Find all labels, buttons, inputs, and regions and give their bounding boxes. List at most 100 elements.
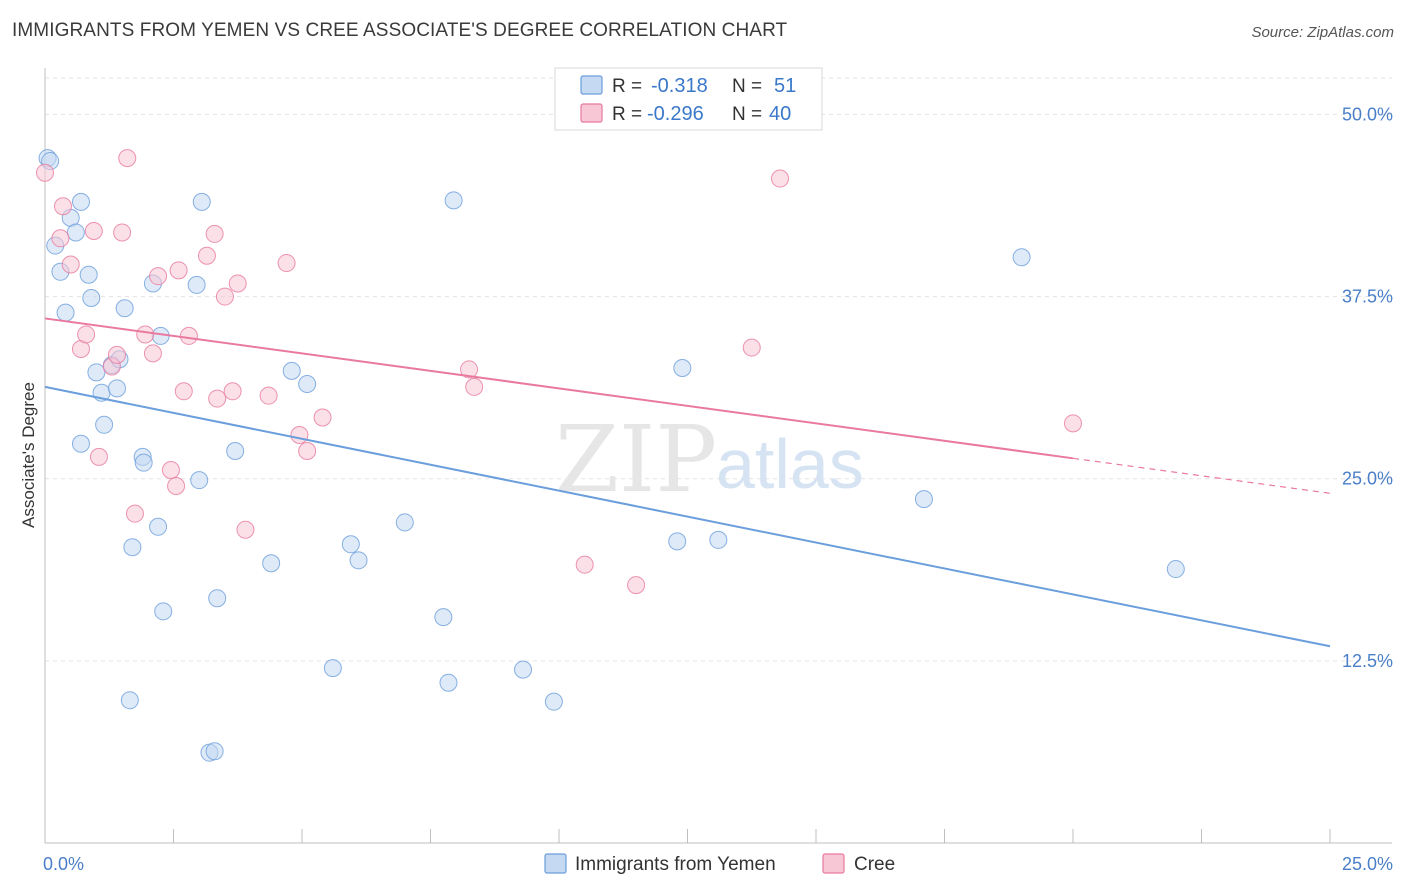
point-cree[interactable]: [575, 555, 594, 574]
y-tick-label: 12.5%: [1342, 651, 1393, 671]
point-yemen[interactable]: [1166, 560, 1185, 579]
point-yemen[interactable]: [134, 453, 153, 472]
point-yemen[interactable]: [349, 551, 368, 570]
y-tick-labels: 12.5% 25.0% 37.5% 50.0%: [1342, 104, 1393, 670]
point-yemen[interactable]: [673, 358, 692, 377]
x-tick-label: 25.0%: [1342, 854, 1393, 874]
point-cree[interactable]: [77, 325, 96, 344]
x-tick-label: 0.0%: [43, 854, 84, 874]
point-cree[interactable]: [179, 326, 198, 345]
point-yemen[interactable]: [79, 265, 98, 284]
point-cree[interactable]: [236, 520, 255, 539]
stats-n-value-cree: 40: [769, 103, 791, 125]
point-cree[interactable]: [36, 163, 54, 182]
stats-swatch-yemen: [580, 75, 603, 95]
point-cree[interactable]: [1064, 414, 1082, 433]
point-cree[interactable]: [84, 222, 103, 240]
point-cree[interactable]: [205, 224, 224, 243]
stats-n-label-cree: N =: [732, 104, 762, 125]
point-yemen[interactable]: [190, 471, 209, 490]
watermark-atlas: atlas: [716, 425, 864, 503]
point-yemen[interactable]: [123, 538, 142, 557]
point-yemen[interactable]: [149, 517, 168, 536]
point-cree[interactable]: [143, 344, 162, 363]
point-yemen[interactable]: [187, 275, 206, 294]
point-cree[interactable]: [215, 287, 234, 306]
point-cree[interactable]: [53, 197, 72, 216]
y-axis-label: Associate's Degree: [19, 382, 38, 528]
point-yemen[interactable]: [709, 530, 728, 549]
point-yemen[interactable]: [914, 490, 933, 509]
point-yemen[interactable]: [544, 692, 563, 711]
x-tick-labels: 0.0% 25.0%: [43, 854, 1393, 874]
point-cree[interactable]: [228, 274, 247, 293]
point-cree[interactable]: [460, 360, 479, 379]
point-yemen[interactable]: [439, 673, 458, 692]
point-yemen[interactable]: [56, 303, 75, 322]
legend-item-yemen[interactable]: Immigrants from Yemen: [544, 853, 776, 875]
point-yemen[interactable]: [1012, 248, 1031, 267]
point-yemen[interactable]: [514, 660, 533, 679]
point-cree[interactable]: [277, 254, 296, 273]
point-cree[interactable]: [161, 460, 180, 479]
source-credit: Source: ZipAtlas.com: [1251, 24, 1394, 41]
legend-label-yemen: Immigrants from Yemen: [575, 854, 776, 875]
point-yemen[interactable]: [668, 532, 687, 551]
point-yemen[interactable]: [71, 192, 90, 211]
stats-swatch-cree: [580, 103, 603, 123]
legend-label-cree: Cree: [854, 854, 895, 875]
point-yemen[interactable]: [95, 415, 114, 434]
point-yemen[interactable]: [120, 691, 139, 710]
point-cree[interactable]: [167, 477, 186, 495]
point-cree[interactable]: [51, 229, 70, 248]
point-yemen[interactable]: [82, 289, 101, 308]
point-cree[interactable]: [61, 255, 80, 274]
point-cree[interactable]: [771, 169, 790, 188]
chart-title: IMMIGRANTS FROM YEMEN VS CREE ASSOCIATE'…: [12, 20, 788, 41]
point-yemen[interactable]: [205, 742, 224, 761]
point-cree[interactable]: [313, 408, 332, 427]
point-yemen[interactable]: [298, 375, 317, 393]
point-cree[interactable]: [208, 389, 227, 408]
trend-line-cree: [44, 317, 1074, 460]
point-yemen[interactable]: [262, 554, 281, 573]
point-cree[interactable]: [118, 149, 137, 168]
point-cree[interactable]: [149, 267, 168, 286]
point-yemen[interactable]: [444, 191, 463, 210]
legend-item-cree[interactable]: Cree: [822, 853, 895, 875]
point-cree[interactable]: [125, 504, 144, 523]
point-yemen[interactable]: [341, 535, 360, 554]
point-cree[interactable]: [742, 338, 761, 357]
point-cree[interactable]: [259, 386, 278, 405]
point-yemen[interactable]: [282, 361, 301, 380]
point-yemen[interactable]: [154, 602, 173, 621]
point-yemen[interactable]: [192, 192, 211, 211]
point-cree[interactable]: [113, 223, 132, 242]
point-cree[interactable]: [169, 261, 188, 280]
point-yemen[interactable]: [226, 442, 245, 461]
point-cree[interactable]: [89, 447, 108, 466]
point-cree[interactable]: [465, 377, 484, 396]
point-yemen[interactable]: [71, 434, 90, 453]
point-cree[interactable]: [107, 345, 126, 364]
stats-r-value-yemen: -0.318: [651, 75, 708, 97]
point-yemen[interactable]: [208, 589, 227, 608]
stats-n-label-yemen: N =: [732, 76, 762, 97]
point-cree[interactable]: [197, 246, 216, 265]
point-cree[interactable]: [290, 426, 309, 444]
point-yemen[interactable]: [66, 223, 85, 242]
stats-row-yemen: R = -0.318 N = 51: [580, 75, 796, 97]
point-yemen[interactable]: [87, 363, 106, 382]
point-cree[interactable]: [174, 382, 193, 401]
point-yemen[interactable]: [434, 608, 453, 627]
point-cree[interactable]: [627, 576, 646, 595]
point-yemen[interactable]: [395, 513, 414, 532]
point-yemen[interactable]: [323, 659, 342, 678]
point-cree[interactable]: [298, 442, 317, 461]
point-cree[interactable]: [136, 325, 155, 344]
point-cree[interactable]: [223, 382, 242, 401]
point-yemen[interactable]: [115, 299, 134, 318]
stats-r-value-cree: -0.296: [647, 103, 704, 125]
point-yemen[interactable]: [107, 379, 126, 398]
